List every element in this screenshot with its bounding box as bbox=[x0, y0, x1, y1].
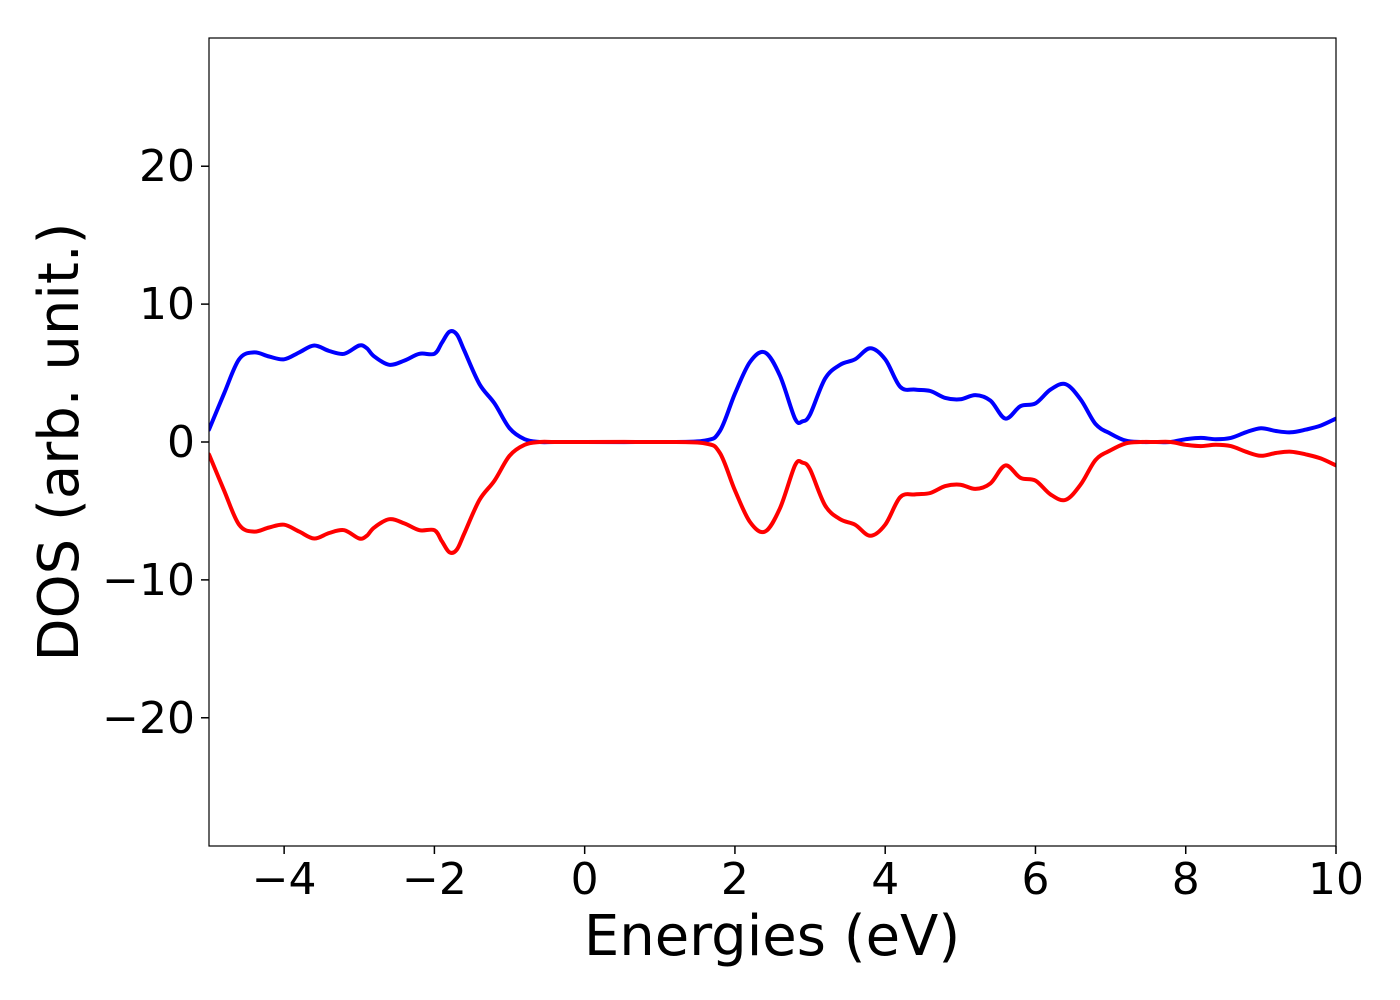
x-tick-label: 8 bbox=[1172, 854, 1200, 905]
x-axis: −4 −2 0 2 4 6 8 10 bbox=[252, 846, 1364, 905]
y-tick-label: 10 bbox=[139, 279, 195, 330]
x-tick-label: −4 bbox=[252, 854, 317, 905]
y-axis-label: DOS (arb. unit.) bbox=[27, 222, 92, 661]
series-line-red bbox=[209, 439, 1336, 555]
y-tick-label: 0 bbox=[167, 417, 195, 468]
y-axis: −20 −10 0 10 20 bbox=[102, 141, 209, 744]
series-layer bbox=[209, 329, 1336, 555]
y-tick-label: −10 bbox=[102, 555, 195, 606]
x-tick-label: 10 bbox=[1308, 854, 1364, 905]
x-tick-label: 2 bbox=[721, 854, 749, 905]
y-tick-label: 20 bbox=[139, 141, 195, 192]
x-axis-label: Energies (eV) bbox=[584, 904, 960, 969]
x-tick-label: −2 bbox=[402, 854, 467, 905]
x-tick-label: 4 bbox=[871, 854, 899, 905]
series-line-blue bbox=[209, 329, 1336, 445]
x-tick-label: 0 bbox=[571, 854, 599, 905]
x-tick-label: 6 bbox=[1021, 854, 1049, 905]
y-tick-label: −20 bbox=[102, 693, 195, 744]
